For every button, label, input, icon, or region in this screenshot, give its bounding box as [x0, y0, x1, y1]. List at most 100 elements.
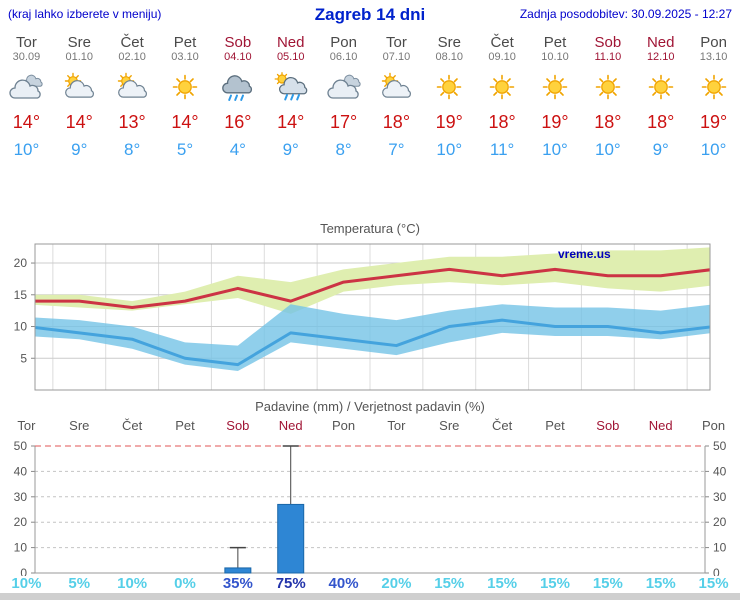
min-temp: 4°	[229, 140, 246, 159]
precip-day-labels-row: Tor Sre Čet Pet Sob Ned Pon Tor Sre Čet Pet Sob Ned P…	[0, 416, 740, 438]
day-name: Ned	[276, 34, 305, 51]
temp-ytick-label: 20	[14, 256, 28, 270]
precip-day-label: Sob	[596, 418, 620, 433]
day-name: Sre	[437, 34, 461, 51]
weather-icons-row	[0, 66, 740, 108]
day-date: 10.10	[541, 51, 569, 63]
precip-ytick-left: 40	[14, 464, 28, 478]
day-header: Ned 05.10	[264, 34, 317, 66]
min-temp: 8°	[335, 140, 352, 159]
min-temp: 10°	[700, 140, 727, 159]
precip-ytick-right: 30	[713, 490, 727, 504]
max-temp: 14°	[171, 112, 199, 132]
day-header: Pet 10.10	[529, 34, 582, 66]
day-header: Sob 04.10	[211, 34, 264, 66]
precip-day-label: Ned	[648, 418, 673, 433]
min-temp: 8°	[124, 140, 141, 159]
day-date: 05.10	[276, 51, 305, 63]
precip-day-label: Pet	[175, 418, 195, 433]
min-temp: 9°	[652, 140, 669, 159]
day-name: Sre	[67, 34, 91, 51]
min-temp: 10°	[594, 140, 621, 159]
day-date: 03.10	[171, 51, 199, 63]
precip-probability: 15%	[645, 575, 676, 592]
day-date: 04.10	[224, 51, 252, 63]
max-temperature-line	[35, 267, 710, 309]
weather-icon-cell	[581, 66, 634, 108]
precip-ytick-left: 10	[14, 541, 28, 555]
max-temp: 19°	[541, 112, 569, 132]
temp-ytick-label: 15	[14, 288, 28, 302]
precip-plot-area	[35, 446, 705, 573]
day-header: Sre 08.10	[423, 34, 476, 66]
weather-icon-cell	[687, 66, 740, 108]
rain-sun-icon	[271, 72, 311, 102]
sun-icon	[588, 72, 628, 102]
last-updated: Zadnja posodobitev: 30.09.2025 - 12:27	[519, 7, 732, 21]
max-temp: 14°	[277, 112, 305, 132]
precip-probability: 15%	[434, 575, 465, 592]
precip-day-label: Čet	[492, 418, 513, 433]
min-uncertainty-band	[35, 304, 710, 371]
max-temp: 14°	[12, 112, 41, 132]
sun-cloud-icon	[59, 72, 99, 102]
day-date: 12.10	[646, 51, 675, 63]
weather-icon-cell	[159, 66, 212, 108]
precip-ytick-left: 50	[14, 439, 28, 453]
day-name: Pet	[173, 34, 197, 51]
sun-icon	[641, 72, 681, 102]
precip-chart-title: Padavine (mm) / Verjetnost padavin (%)	[255, 399, 485, 414]
day-header: Tor 07.10	[370, 34, 423, 66]
day-header: Tor 30.09	[0, 34, 53, 66]
max-temp: 14°	[65, 112, 93, 132]
weather-icon-cell	[106, 66, 159, 108]
max-temp: 18°	[594, 112, 622, 132]
day-header: Ned 12.10	[634, 34, 687, 66]
day-date: 30.09	[12, 51, 41, 63]
min-temp: 10°	[436, 140, 463, 159]
day-header: Čet 09.10	[476, 34, 529, 66]
day-date: 01.10	[65, 51, 94, 63]
min-temperature-line	[35, 318, 710, 367]
sun-icon	[429, 72, 469, 102]
spacer	[0, 166, 740, 216]
day-name: Tor	[16, 34, 37, 51]
precip-day-label: Pet	[545, 418, 565, 433]
day-name: Pon	[700, 34, 727, 51]
weather-icon-cell	[53, 66, 106, 108]
precip-ytick-left: 20	[14, 515, 28, 529]
day-name: Čet	[490, 34, 514, 51]
day-name: Ned	[646, 34, 675, 51]
precip-day-label: Sre	[69, 418, 90, 433]
precip-probability: 15%	[539, 575, 570, 592]
weather-icon-cell	[529, 66, 582, 108]
precip-probability: 40%	[328, 575, 359, 592]
precip-bar	[277, 503, 305, 574]
day-name: Sob	[594, 34, 622, 51]
day-name: Pon	[330, 34, 357, 51]
precip-probability: 75%	[275, 575, 306, 592]
precip-ytick-left: 0	[20, 566, 27, 576]
day-name: Pet	[543, 34, 567, 51]
day-date: 13.10	[699, 51, 728, 63]
menu-hint: (kraj lahko izberete v meniju)	[8, 7, 162, 21]
day-date: 06.10	[329, 51, 358, 63]
precip-probability-row: 10% 5% 10% 0% 35% 75% 40% 20% 15% 15% 15% 15% 15% 15%	[0, 576, 740, 592]
temp-ytick-label: 5	[20, 351, 27, 365]
precip-probability: 35%	[222, 575, 253, 592]
precipitation-chart: 0 0 10 10 20 20 30 30 40 40 50 50	[14, 439, 727, 576]
precip-probability: 15%	[592, 575, 623, 592]
day-date: 08.10	[435, 51, 464, 63]
day-date: 07.10	[382, 51, 411, 63]
max-temp: 18°	[647, 112, 675, 132]
weather-icon-cell	[423, 66, 476, 108]
weather-icon-cell	[634, 66, 687, 108]
min-temp: 7°	[388, 140, 405, 159]
precip-probability: 15%	[698, 575, 729, 592]
max-temp: 17°	[329, 112, 358, 132]
min-temp: 5°	[176, 140, 194, 159]
precip-ytick-right: 20	[713, 515, 727, 529]
max-temp: 18°	[488, 112, 516, 132]
temp-ytick-label: 10	[14, 320, 28, 334]
max-temp: 16°	[224, 112, 252, 132]
